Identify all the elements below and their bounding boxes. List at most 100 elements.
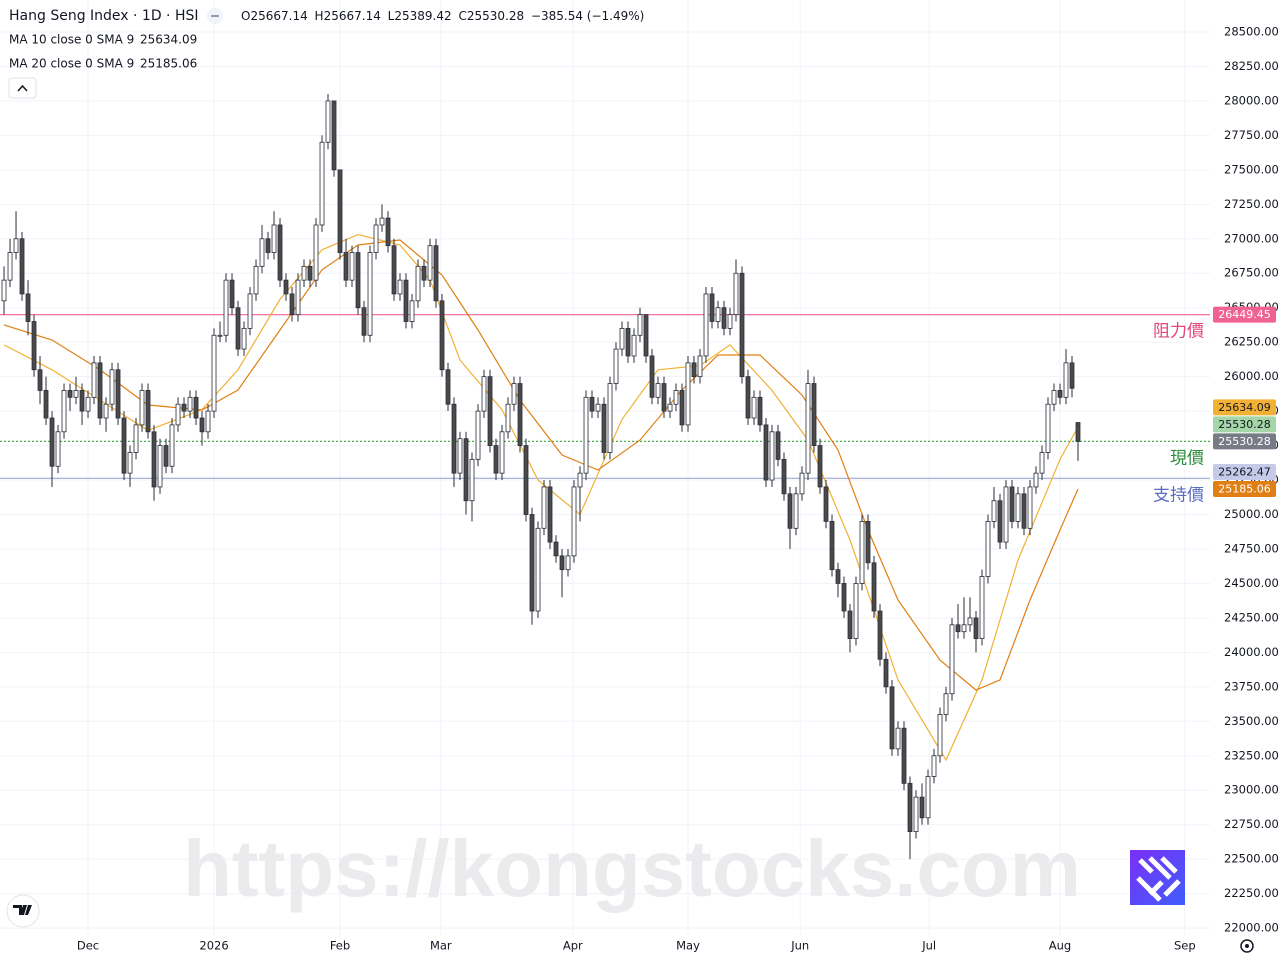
candle-body [997, 500, 1003, 543]
candle-body [1003, 486, 1009, 543]
price-badge-label: 25634.09 [1218, 401, 1271, 414]
candle-body [505, 403, 511, 433]
candle-body [157, 445, 163, 488]
candle-body [967, 617, 973, 626]
candle-body [697, 355, 703, 378]
candle-body [283, 279, 289, 295]
candle-body [895, 727, 901, 750]
x-tick-label: Aug [1049, 939, 1071, 953]
candle-body [55, 431, 61, 467]
candle-body [691, 362, 697, 378]
candle-body [541, 486, 547, 529]
candle-body [1, 279, 7, 302]
settings-icon[interactable] [1240, 939, 1254, 953]
candle-body [715, 307, 721, 322]
x-tick-label: May [676, 939, 700, 953]
y-tick-label: 28500.00 [1224, 24, 1279, 38]
candle-body [877, 610, 883, 660]
candle-body [859, 521, 865, 584]
candle-body [973, 617, 979, 639]
site-logo [1130, 850, 1185, 905]
candle-body [847, 610, 853, 639]
candle-body [451, 403, 457, 474]
candle-body [625, 327, 631, 357]
candle-body [301, 265, 307, 281]
y-tick-label: 27250.00 [1224, 197, 1279, 211]
candle-body [1045, 403, 1051, 453]
y-tick-label: 23250.00 [1224, 748, 1279, 762]
candle-body [817, 445, 823, 488]
candle-body [1069, 362, 1075, 389]
candle-body [169, 424, 175, 467]
candle-body [925, 776, 931, 819]
candle-body [481, 376, 487, 412]
price-badge [1213, 433, 1276, 450]
ohlc-value: 25389.42 [394, 9, 451, 23]
y-tick-label: 26250.00 [1224, 335, 1279, 349]
level-label: 阻力價 [1153, 322, 1204, 342]
candle-body [133, 424, 139, 453]
candle-body [511, 383, 517, 405]
ma-line [3, 233, 1079, 762]
candle-body [409, 300, 415, 322]
candle-body [535, 527, 541, 612]
candle-body [163, 445, 169, 467]
candle-body [331, 100, 337, 171]
y-tick-label: 24500.00 [1224, 576, 1279, 590]
candle-body [703, 293, 709, 357]
x-tick-label: Apr [563, 939, 583, 953]
candle-body [385, 217, 391, 247]
candle-body [319, 141, 325, 226]
candle-body [19, 238, 25, 295]
ohlc-key: C [458, 9, 466, 23]
candle-body [7, 252, 13, 281]
candle-body [661, 383, 667, 412]
candle-body [1057, 390, 1063, 398]
candle-body [379, 217, 385, 226]
candle-body [205, 410, 211, 433]
logo-mark [13, 905, 32, 915]
candle-body [403, 279, 409, 322]
candle-body [565, 555, 571, 571]
candle-body [1075, 422, 1081, 442]
x-tick-label: Jun [790, 939, 809, 953]
candle-body [121, 417, 127, 474]
candle-body [433, 245, 439, 302]
candle-body [577, 472, 583, 488]
y-tick-label: 27750.00 [1224, 128, 1279, 142]
candle-body [355, 252, 361, 309]
gear[interactable] [1240, 939, 1254, 953]
collapse-button[interactable] [8, 77, 37, 99]
candle-body [739, 272, 745, 378]
ohlc-value: 25530.28 [467, 9, 524, 23]
candle-body [547, 486, 553, 543]
candle-body [793, 493, 799, 529]
ohlc-key: H [315, 9, 324, 23]
candle-body [277, 224, 283, 281]
candle-body [553, 541, 559, 557]
candle-body [397, 279, 403, 295]
candle-body [271, 224, 277, 253]
legend-name: MA 10 close 0 SMA 9 [9, 33, 134, 47]
candle-body [241, 327, 247, 350]
y-tick-label: 26750.00 [1224, 266, 1279, 280]
candle-body [475, 410, 481, 460]
candle-body [127, 452, 133, 474]
level-label: 支持價 [1153, 485, 1204, 505]
price-badge [1213, 399, 1276, 416]
candle-body [805, 383, 811, 474]
candle-body [307, 265, 313, 281]
candle-body [43, 390, 49, 419]
gear-hub[interactable] [1245, 944, 1249, 948]
candle-body [1009, 486, 1015, 522]
y-tick-label: 27500.00 [1224, 162, 1279, 176]
y-tick-label: 24750.00 [1224, 541, 1279, 555]
candle-body [1033, 472, 1039, 488]
chart-title: Hang Seng Index · 1D · HSI [9, 8, 199, 24]
ohlc-key: L [388, 9, 395, 23]
price-badge [1213, 306, 1276, 323]
candle-body [643, 314, 649, 357]
price-badge-label: 26449.45 [1218, 308, 1271, 321]
candle-body [469, 458, 475, 502]
